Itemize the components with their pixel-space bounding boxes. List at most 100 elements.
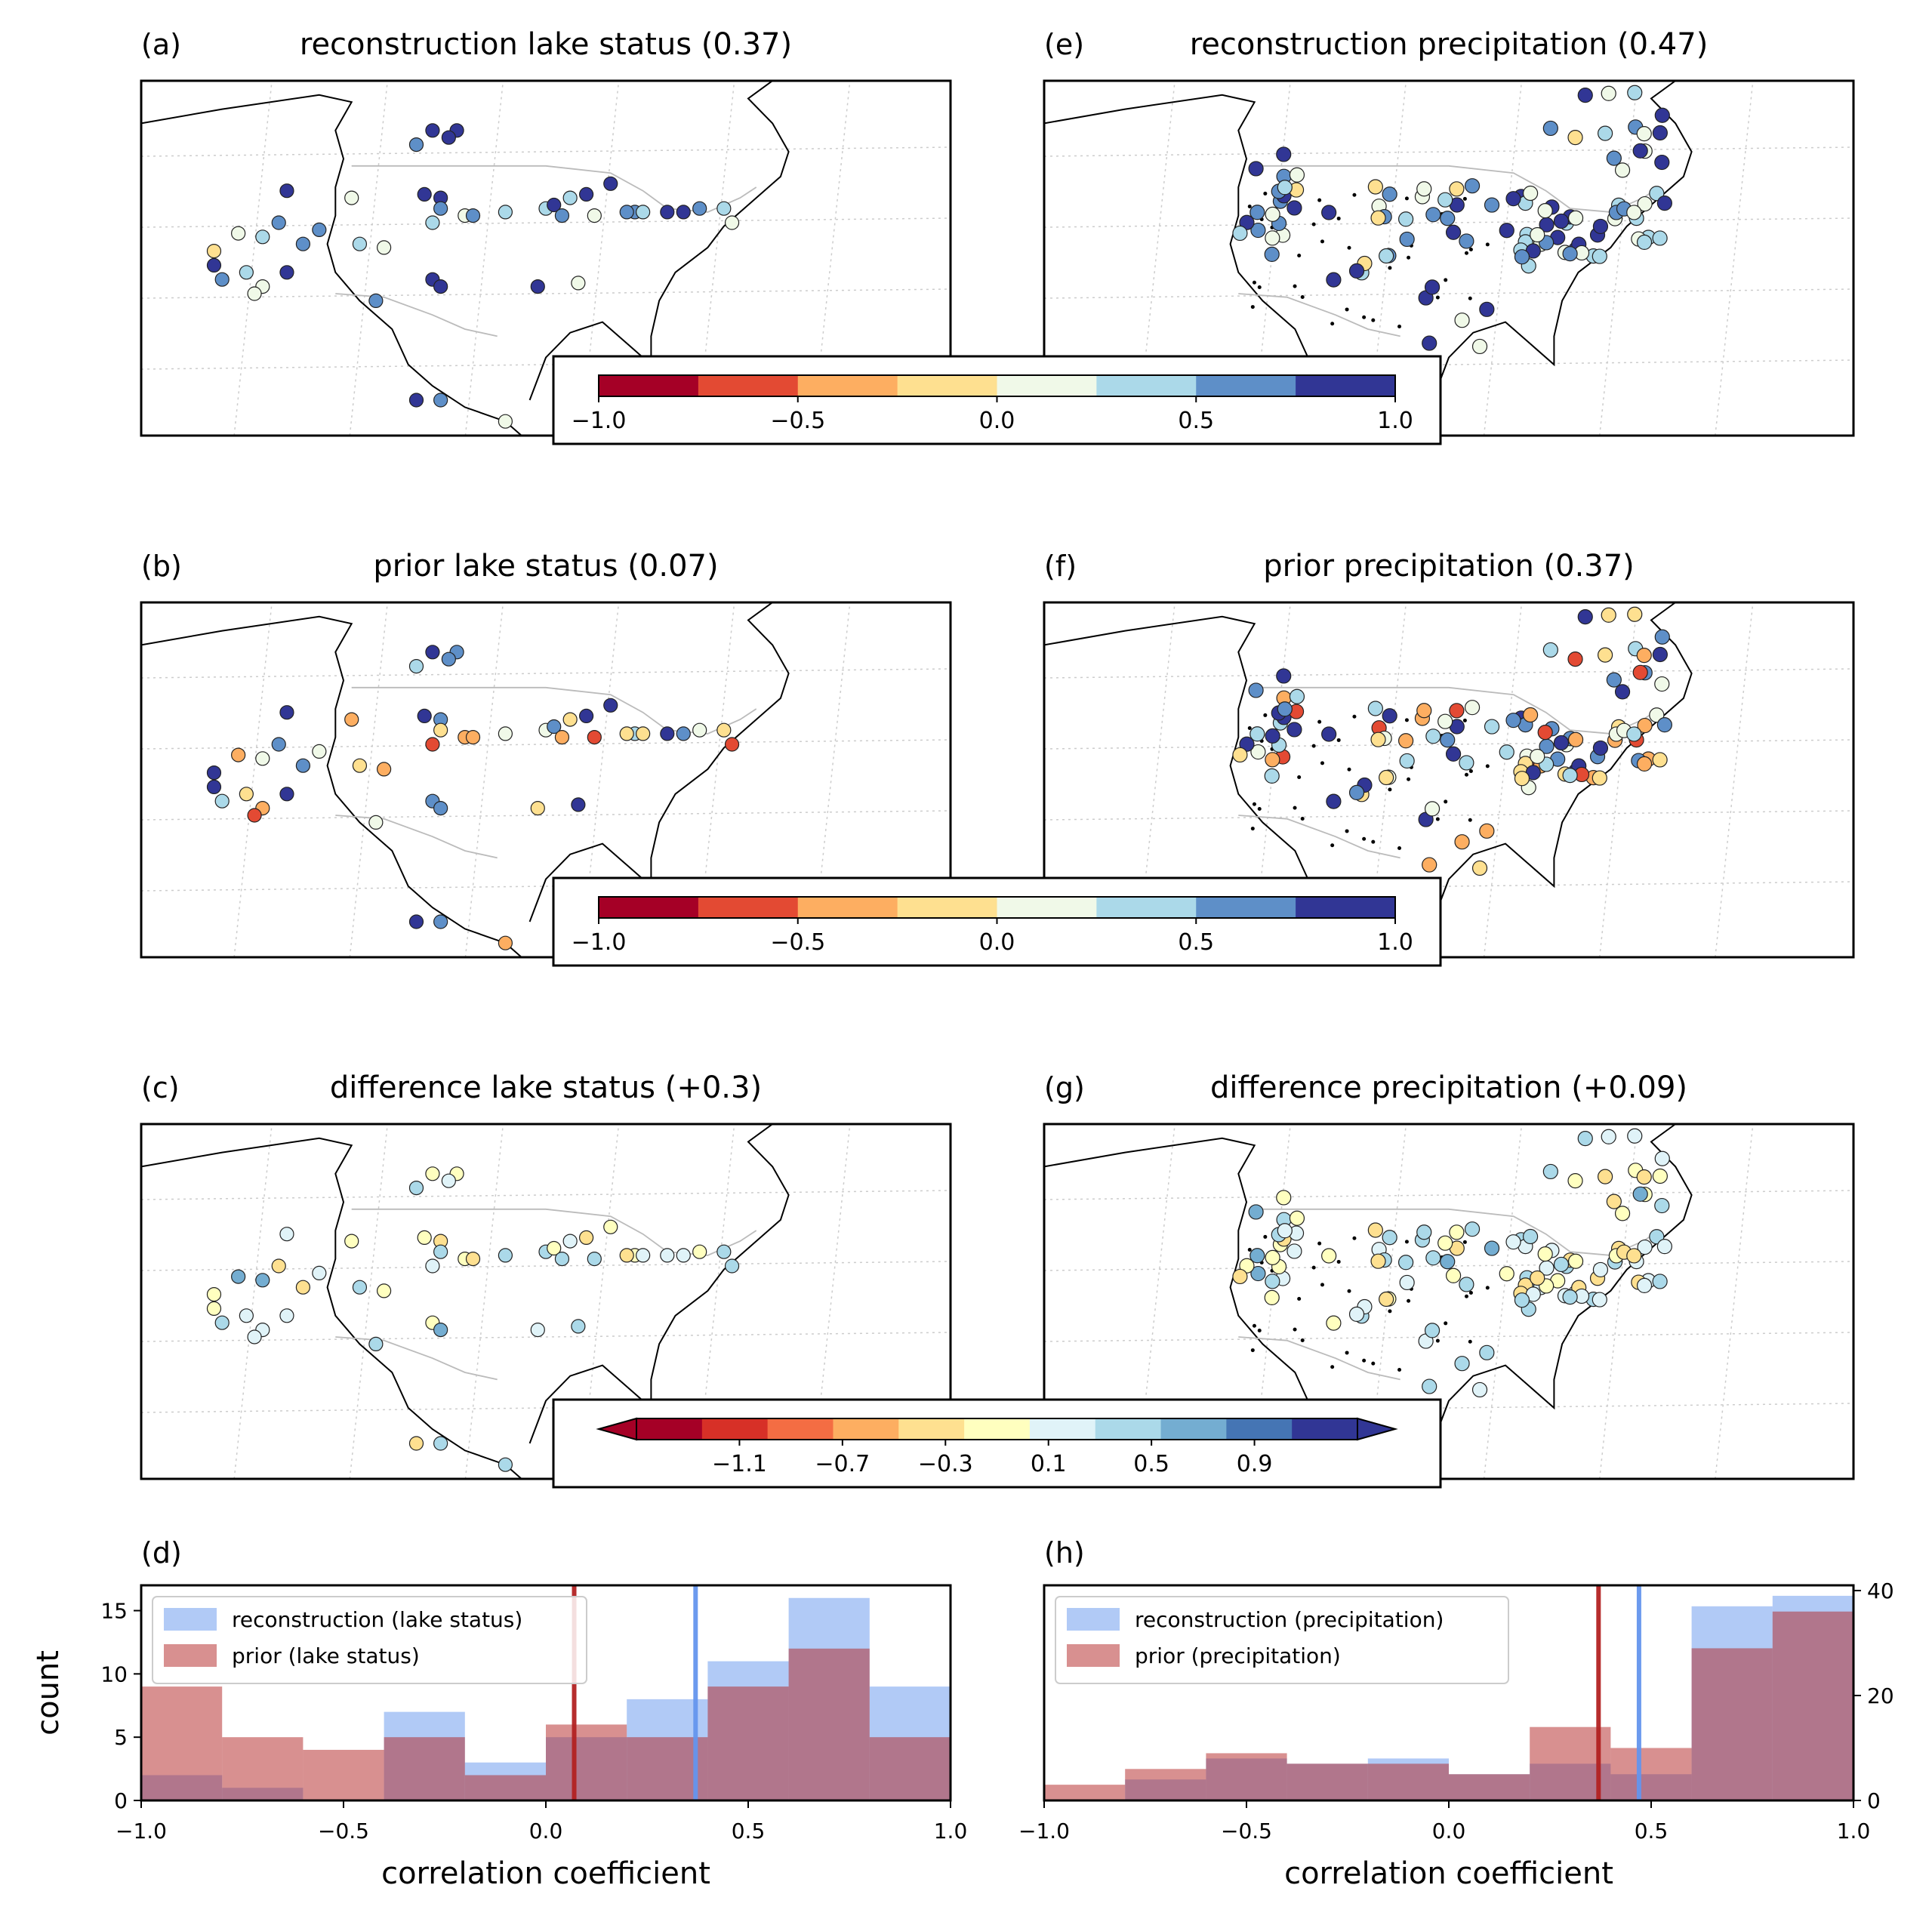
site-marker — [239, 1308, 254, 1323]
parallel-gridline — [1043, 1332, 1854, 1342]
colorbar-swatch — [897, 375, 997, 396]
site-marker — [1239, 214, 1255, 230]
site-marker — [1249, 726, 1265, 742]
inactive-site-dot — [1435, 295, 1440, 300]
colorbar-tick-label: 0.0 — [979, 929, 1015, 956]
site-marker — [1379, 248, 1394, 264]
site-marker — [1264, 1289, 1280, 1305]
inactive-site-dot — [1252, 802, 1256, 806]
east-coastline — [528, 80, 790, 401]
inactive-site-dot — [1464, 772, 1468, 777]
site-marker — [1398, 733, 1414, 749]
site-marker — [271, 215, 286, 230]
site-marker — [271, 1258, 286, 1274]
site-marker — [441, 651, 456, 667]
inactive-site-dot — [1252, 1323, 1256, 1328]
site-marker — [1606, 1194, 1622, 1209]
meridian-gridline — [695, 1123, 735, 1480]
site-marker — [1248, 161, 1264, 177]
site-marker — [1459, 1277, 1474, 1292]
inactive-site-dot — [1320, 239, 1324, 244]
site-marker — [1264, 768, 1280, 784]
site-marker — [1636, 126, 1652, 142]
site-marker — [1514, 249, 1530, 265]
inactive-site-dot — [1468, 248, 1473, 252]
site-marker — [425, 215, 440, 230]
site-marker — [1370, 210, 1386, 226]
colorbar-swatch — [897, 897, 997, 918]
inactive-site-dot — [1300, 817, 1305, 821]
meridian-gridline — [1483, 602, 1523, 958]
colorbar-swatch — [1096, 897, 1197, 918]
inactive-site-dot — [1336, 738, 1341, 742]
site-marker — [547, 719, 562, 735]
inactive-site-dot — [1297, 775, 1302, 780]
meridian-gridline — [233, 80, 273, 436]
parallel-gridline — [140, 668, 951, 679]
histogram-bar — [384, 1737, 465, 1800]
site-marker — [1471, 1381, 1488, 1398]
legend-label: prior (precipitation) — [1135, 1643, 1341, 1668]
site-marker — [408, 658, 424, 674]
site-marker — [295, 758, 310, 773]
site-marker — [1637, 717, 1653, 734]
inactive-site-dot — [1485, 242, 1490, 247]
meridian-gridline — [1367, 80, 1407, 436]
legend-label: prior (lake status) — [232, 1643, 420, 1668]
inactive-site-dot — [1257, 806, 1262, 811]
site-marker — [1440, 211, 1456, 226]
site-marker — [433, 1436, 448, 1451]
site-marker — [255, 229, 270, 245]
map-frame — [140, 79, 952, 437]
colorbar-tick-label: −0.5 — [770, 929, 825, 956]
inactive-site-dot — [1397, 1368, 1402, 1372]
site-marker — [465, 208, 481, 223]
site-marker — [1505, 191, 1521, 207]
inactive-site-dot — [1345, 829, 1349, 833]
site-marker — [425, 737, 440, 752]
inactive-site-dot — [1468, 1339, 1472, 1344]
site-marker — [1656, 717, 1672, 733]
panel-title: prior lake status (0.07) — [373, 549, 718, 584]
site-marker — [1542, 120, 1558, 137]
site-marker — [352, 758, 368, 773]
inactive-site-dot — [1435, 817, 1440, 821]
site-marker — [603, 176, 618, 191]
site-marker — [1514, 1292, 1530, 1308]
us-mexico-border — [335, 1336, 498, 1381]
legend-box — [1055, 1596, 1509, 1684]
colorbar-swatch — [767, 1418, 834, 1440]
site-marker — [724, 1258, 740, 1274]
inactive-site-dot — [1250, 305, 1255, 310]
site-marker — [587, 208, 602, 223]
site-marker — [1632, 664, 1648, 680]
site-marker — [1636, 234, 1653, 251]
site-marker — [562, 1234, 578, 1249]
site-marker — [368, 815, 384, 830]
colorbar-tick-label: 1.0 — [1377, 408, 1413, 434]
colorbar-tick-label: 0.5 — [1133, 1451, 1169, 1477]
site-marker — [530, 800, 545, 816]
site-marker — [1416, 703, 1432, 719]
west-coastline — [140, 94, 522, 436]
site-marker — [1592, 248, 1607, 264]
site-marker — [1454, 834, 1470, 850]
site-marker — [1265, 206, 1280, 222]
inactive-site-dot — [1468, 769, 1473, 774]
site-marker — [231, 1269, 246, 1284]
x-axis-label: correlation coefficient — [381, 1856, 710, 1891]
us-canada-border — [351, 686, 757, 735]
site-marker — [1416, 1224, 1432, 1240]
inactive-site-dot — [1317, 198, 1322, 202]
site-marker — [1321, 205, 1337, 220]
site-marker — [1537, 1246, 1553, 1262]
parallel-gridline — [1043, 668, 1854, 679]
meridian-gridline — [349, 80, 389, 436]
histogram-bar — [222, 1737, 304, 1800]
site-marker — [1598, 1169, 1613, 1184]
meridian-gridline — [349, 1123, 389, 1480]
site-marker — [1437, 713, 1453, 729]
inactive-site-dot — [1468, 1291, 1473, 1295]
colorbar-swatch — [1196, 897, 1296, 918]
histogram-bar — [1772, 1611, 1853, 1800]
